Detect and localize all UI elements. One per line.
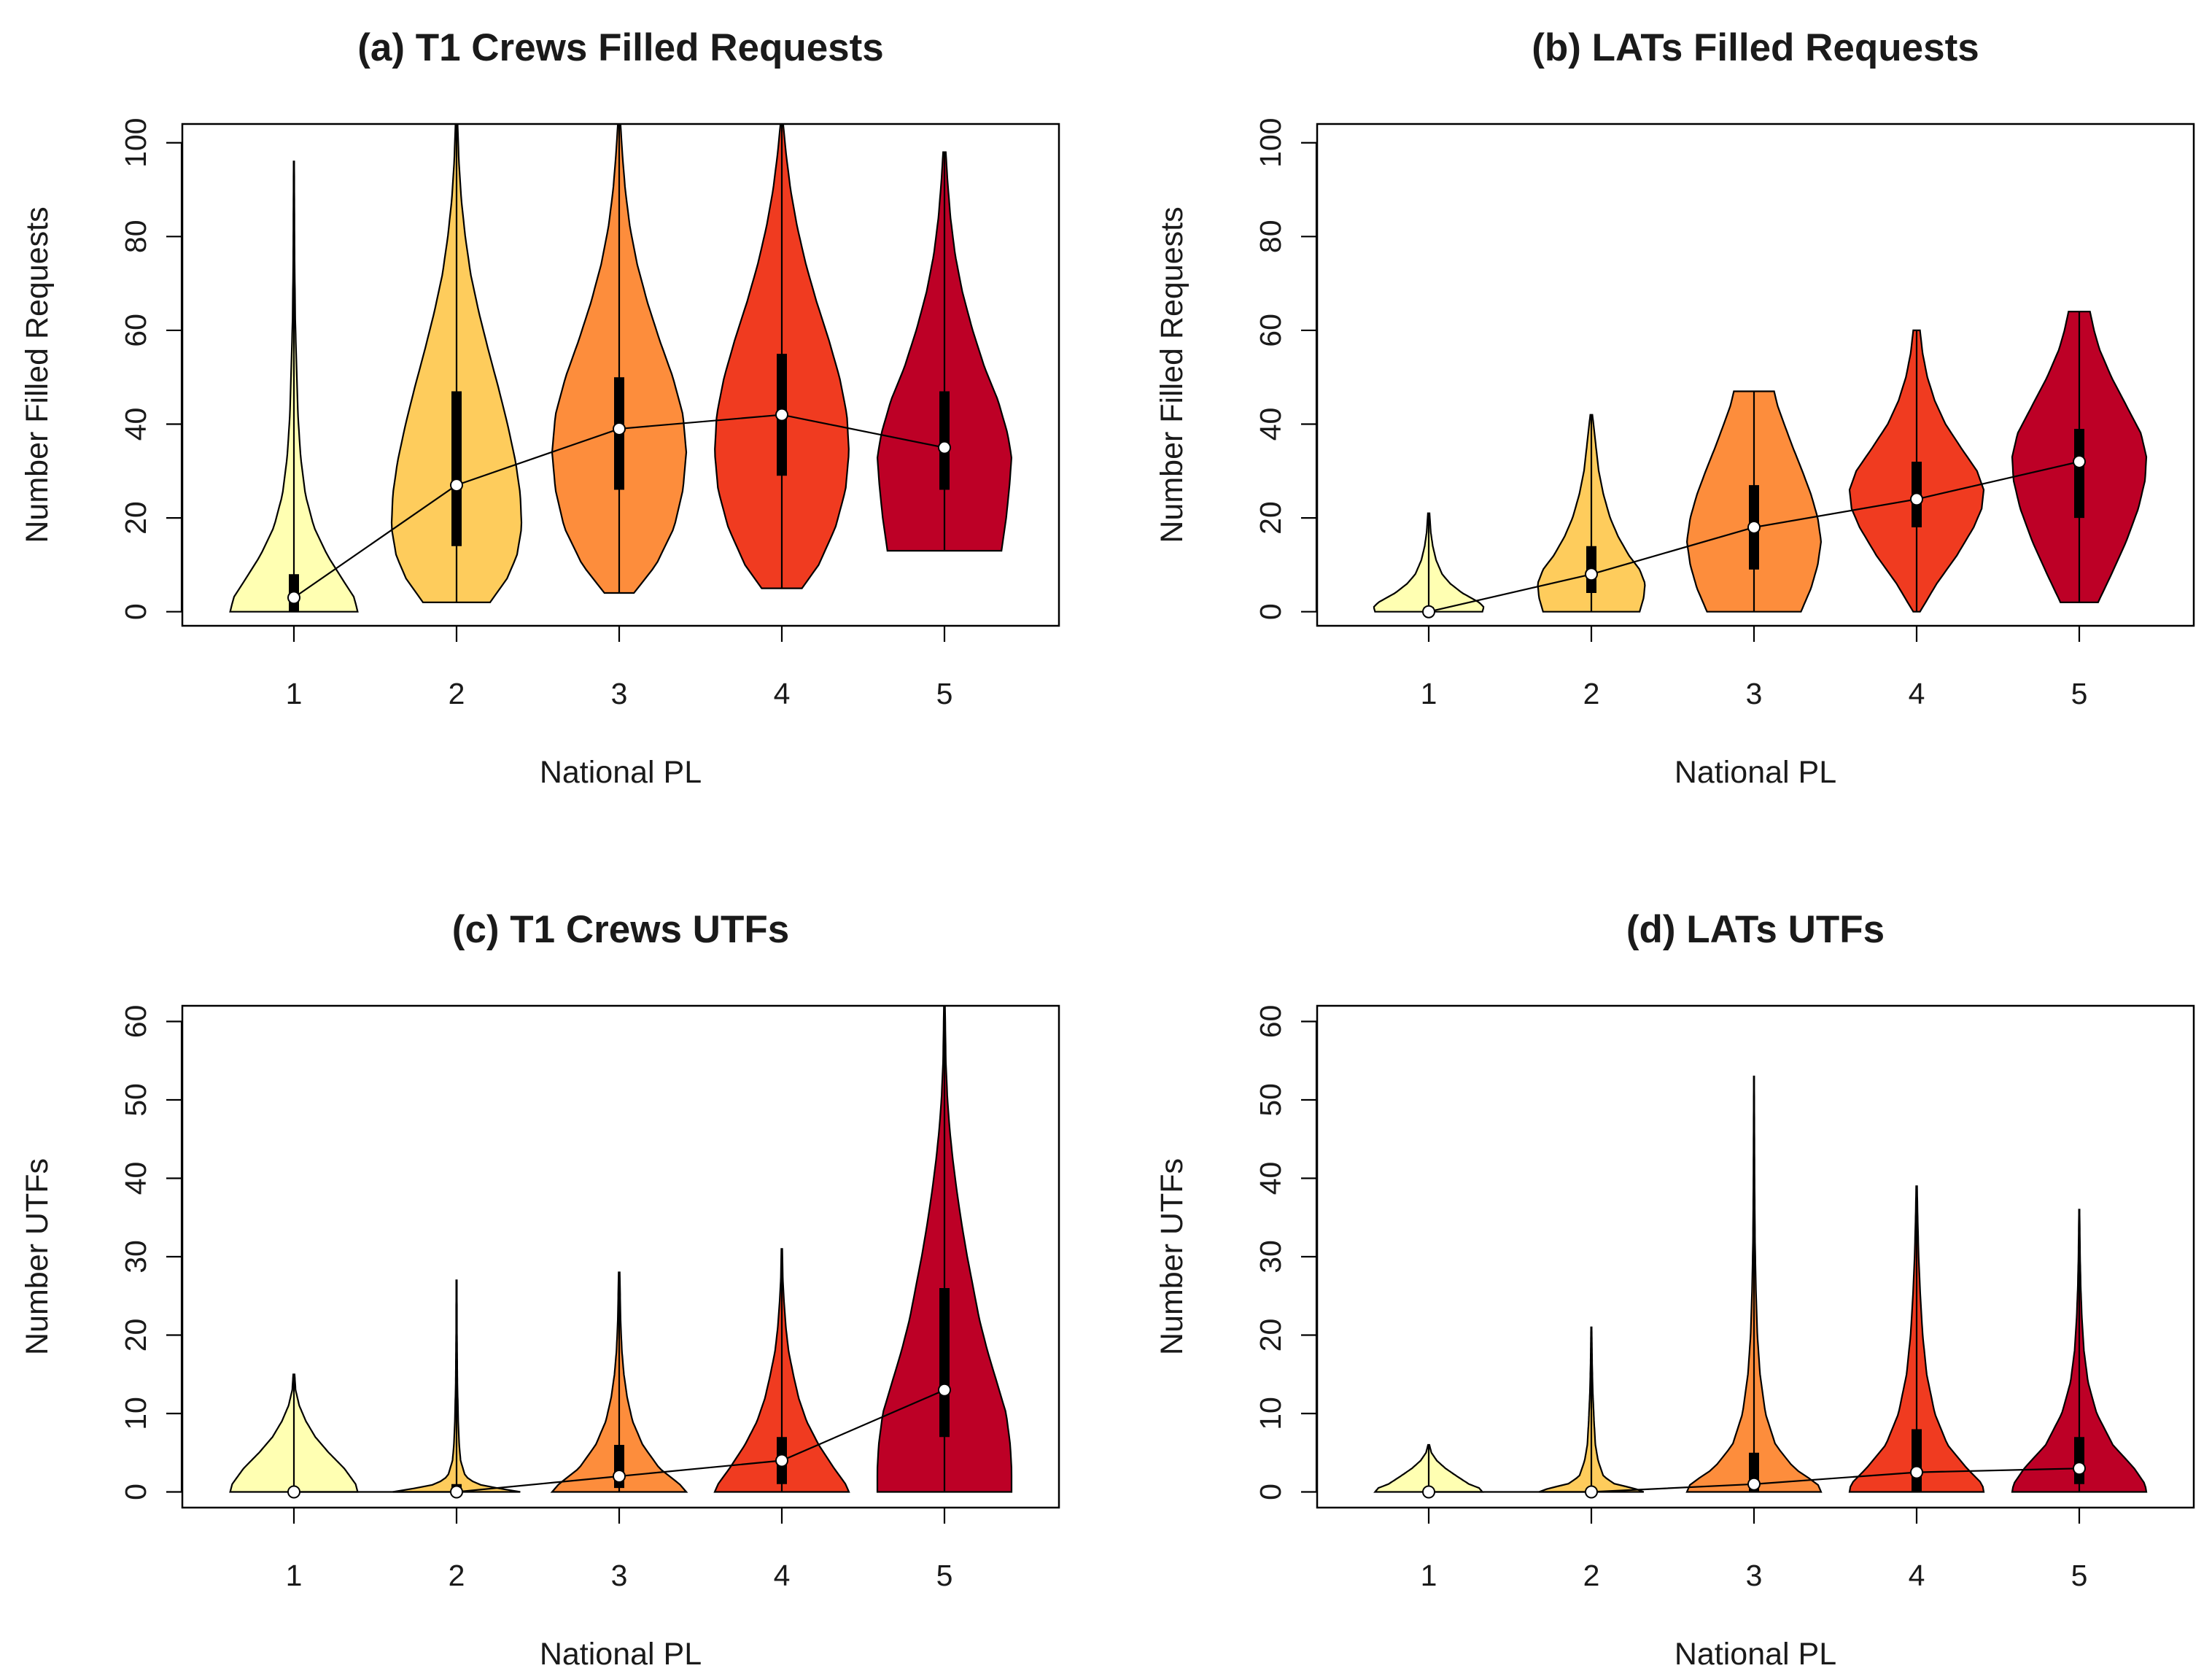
median-point-2	[1585, 1485, 1598, 1499]
x-tick-label: 1	[1421, 1559, 1437, 1592]
panel-d: (d) LATs UTFs Number UTFs National PL 0 10 20…	[1154, 908, 2195, 1672]
x-tick-label: 5	[936, 1559, 953, 1592]
x-tick-label: 1	[1421, 677, 1437, 710]
y-tick-label: 0	[119, 603, 152, 620]
x-tick-label: 5	[936, 677, 953, 710]
x-tick-label: 2	[1583, 677, 1600, 710]
median-point-4	[775, 1454, 788, 1467]
median-point-2	[450, 1485, 463, 1499]
median-point-1	[287, 1485, 300, 1499]
x-tick-label: 4	[774, 1559, 791, 1592]
x-axis-label: National PL	[1674, 755, 1836, 790]
x-tick-label: 1	[286, 677, 303, 710]
median-point-5	[2073, 454, 2086, 468]
panel-title: (d) LATs UTFs	[1626, 908, 1885, 951]
median-point-1	[287, 591, 300, 605]
panel-title: (a) T1 Crews Filled Requests	[357, 26, 884, 69]
median-point-5	[938, 1383, 951, 1397]
y-tick-label: 20	[119, 1319, 152, 1352]
plot-area	[1373, 311, 2148, 619]
y-axis-label: Number Filled Requests	[20, 206, 55, 543]
median-point-3	[613, 422, 626, 435]
median-point-3	[1747, 1477, 1761, 1491]
median-point-2	[1585, 567, 1598, 581]
y-tick-label: 20	[1254, 1319, 1287, 1352]
y-tick-label: 80	[119, 220, 152, 254]
median-point-3	[613, 1470, 626, 1483]
x-tick-label: 5	[2071, 677, 2088, 710]
y-tick-label: 60	[1254, 1005, 1287, 1039]
x-tick-label: 2	[449, 677, 465, 710]
y-axis-label: Number UTFs	[1154, 1158, 1190, 1355]
x-tick-label: 4	[1909, 677, 1925, 710]
y-tick-label: 10	[1254, 1397, 1287, 1430]
x-tick-label: 5	[2071, 1559, 2088, 1592]
y-tick-label: 30	[119, 1240, 152, 1273]
y-tick-label: 50	[1254, 1083, 1287, 1117]
y-tick-label: 40	[1254, 408, 1287, 441]
median-point-5	[938, 441, 951, 454]
y-tick-label: 0	[119, 1484, 152, 1500]
y-axis-label: Number Filled Requests	[1154, 206, 1190, 543]
y-tick-label: 60	[119, 1005, 152, 1039]
y-tick-label: 40	[1254, 1162, 1287, 1195]
y-tick-label: 30	[1254, 1240, 1287, 1273]
y-axis-label: Number UTFs	[20, 1158, 55, 1355]
y-tick-label: 40	[119, 408, 152, 441]
y-tick-label: 100	[119, 118, 152, 168]
y-tick-label: 20	[1254, 501, 1287, 535]
y-tick-label: 0	[1254, 1484, 1287, 1500]
y-tick-label: 60	[119, 314, 152, 347]
y-tick-label: 60	[1254, 314, 1287, 347]
y-tick-label: 100	[1254, 118, 1287, 168]
x-tick-label: 4	[774, 677, 791, 710]
median-point-5	[2073, 1462, 2086, 1476]
x-axis-label: National PL	[1674, 1637, 1836, 1672]
y-tick-label: 50	[119, 1083, 152, 1117]
panel-title: (b) LATs Filled Requests	[1532, 26, 1979, 69]
panel-c: (c) T1 Crews UTFs Number UTFs National PL 0…	[20, 908, 1060, 1672]
x-tick-label: 3	[611, 1559, 628, 1592]
plot-area	[229, 124, 1013, 613]
x-axis-label: National PL	[540, 755, 702, 790]
x-tick-label: 2	[1583, 1559, 1600, 1592]
median-point-3	[1747, 520, 1761, 534]
x-tick-label: 4	[1909, 1559, 1925, 1592]
panel-b: (b) LATs Filled Requests Number Filled Re…	[1154, 26, 2195, 790]
y-tick-label: 0	[1254, 603, 1287, 620]
plot-area	[229, 1006, 1013, 1499]
x-tick-label: 1	[286, 1559, 303, 1592]
x-tick-label: 3	[611, 677, 628, 710]
panel-a: (a) T1 Crews Filled Requests Number Fille…	[20, 26, 1060, 790]
panel-title: (c) T1 Crews UTFs	[452, 908, 789, 951]
y-tick-label: 80	[1254, 220, 1287, 254]
median-point-1	[1422, 1485, 1435, 1499]
x-tick-label: 3	[1746, 1559, 1763, 1592]
median-point-4	[775, 408, 788, 422]
x-tick-label: 2	[449, 1559, 465, 1592]
y-tick-label: 20	[119, 501, 152, 535]
median-point-1	[1422, 605, 1435, 619]
x-tick-label: 3	[1746, 677, 1763, 710]
y-tick-label: 40	[119, 1162, 152, 1195]
x-axis-label: National PL	[540, 1637, 702, 1672]
plot-area	[1373, 1075, 2148, 1499]
median-point-4	[1910, 492, 1923, 506]
median-point-2	[450, 478, 463, 492]
median-point-4	[1910, 1465, 1923, 1479]
y-tick-label: 10	[119, 1397, 152, 1430]
